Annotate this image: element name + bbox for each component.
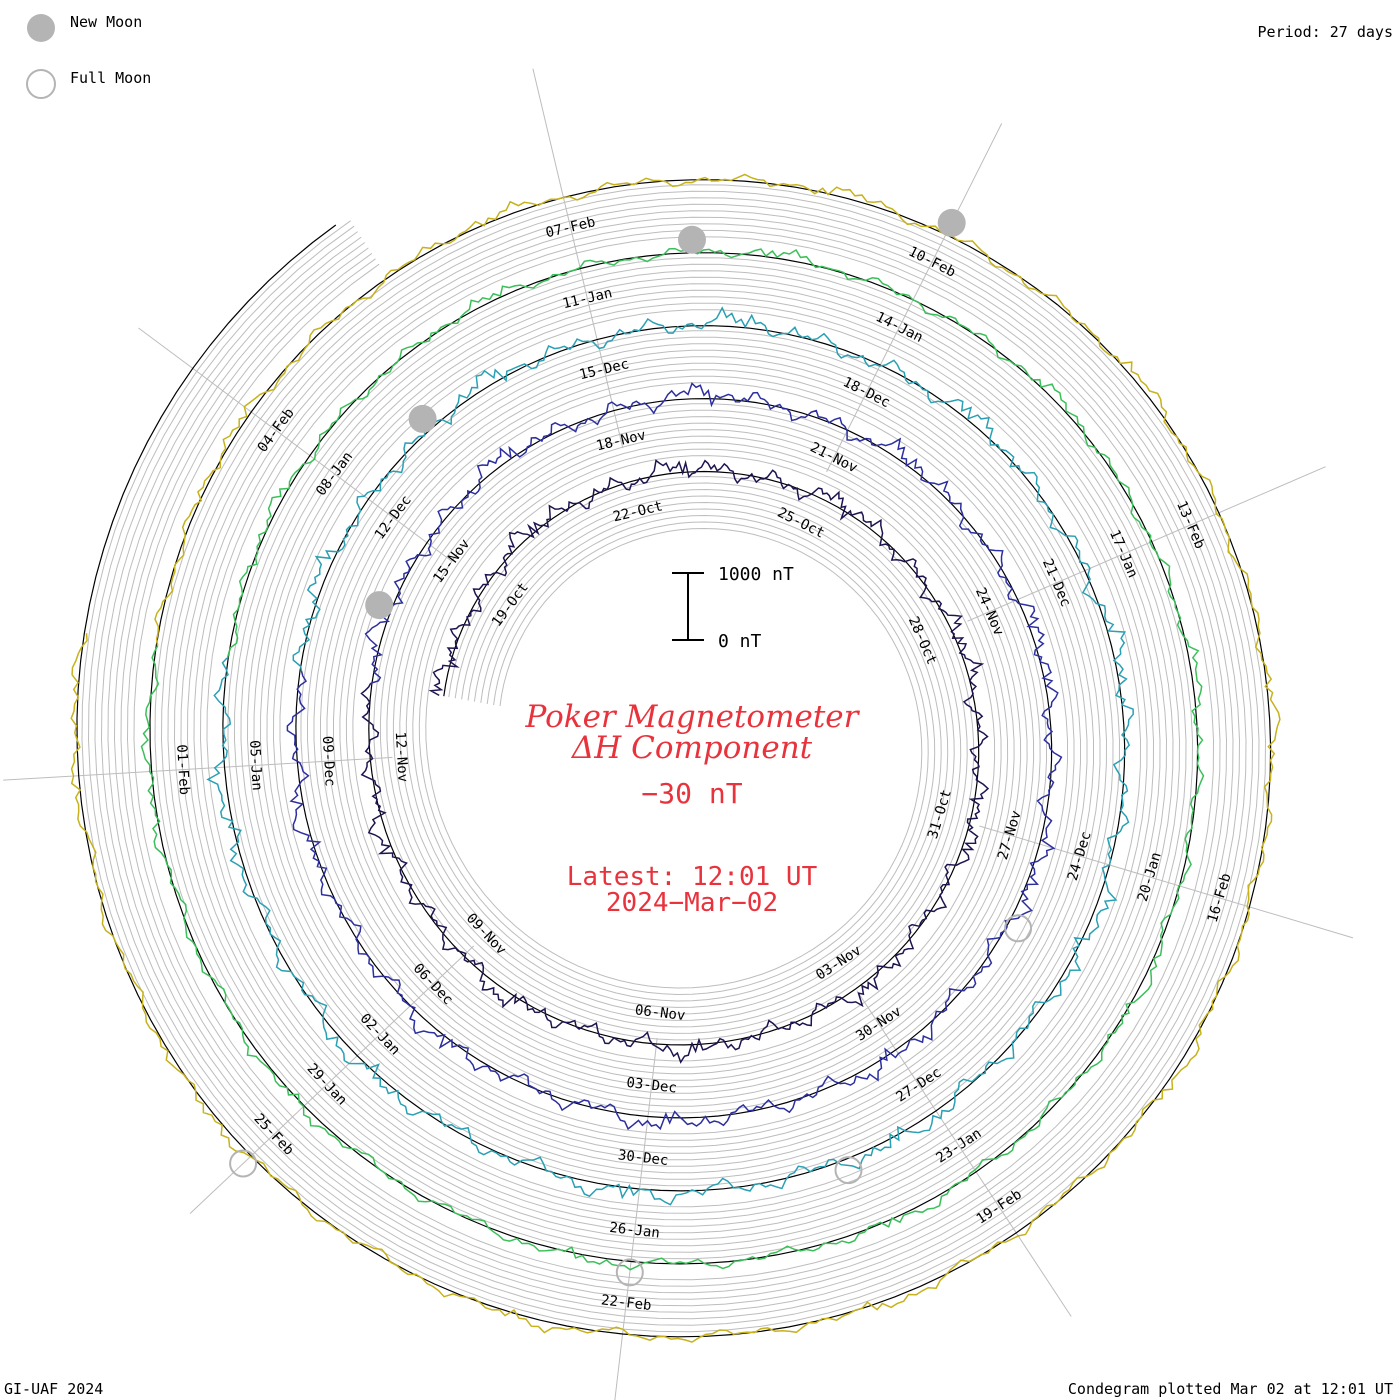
grid-ring — [87, 190, 1260, 1326]
day-spokes — [3, 68, 1354, 1400]
date-tick-label: 03-Dec — [626, 1075, 678, 1097]
date-tick-label: 30-Dec — [617, 1147, 669, 1169]
day-spoke — [856, 990, 1072, 1317]
series-line-cycle-1 — [360, 459, 990, 1064]
date-tick-label: 09-Dec — [319, 735, 338, 786]
grid-rings — [81, 184, 1267, 1333]
date-tick-label: 23-Jan — [933, 1125, 984, 1166]
date-tick-label: 20-Jan — [1135, 850, 1165, 903]
series-line-cycle-2 — [286, 382, 1063, 1131]
legend: New Moon Full Moon — [26, 13, 151, 99]
new-moon-legend-label: New Moon — [70, 13, 142, 31]
new-moon-marker — [365, 591, 394, 620]
grid-ring — [133, 236, 1215, 1281]
footer-credit: GI-UAF 2024 — [4, 1380, 103, 1398]
date-tick-label: 05-Jan — [246, 740, 265, 791]
date-tick-label: 15-Dec — [578, 356, 631, 383]
date-tick-label: 03-Nov — [813, 942, 864, 983]
chart-title-line2: ΔH Component — [571, 730, 813, 766]
date-tick-label: 27-Nov — [995, 809, 1025, 862]
date-tick-label: 29-Jan — [304, 1061, 350, 1109]
day-spoke — [967, 466, 1326, 622]
day-spoke — [826, 123, 1003, 473]
new-moon-marker — [408, 404, 437, 433]
full-moon-marker — [1004, 914, 1033, 943]
latest-time: Latest: 12:01 UT — [567, 862, 818, 892]
full-moon-marker — [615, 1258, 644, 1287]
chart-title-line1: Poker Magnetometer — [525, 699, 861, 735]
series-line-cycle-4 — [140, 247, 1205, 1271]
latest-date: 2024−Mar−02 — [606, 888, 778, 918]
new-moon-marker — [678, 225, 706, 254]
date-tick-label: 26-Jan — [609, 1220, 661, 1242]
series-line-cycle-3 — [206, 306, 1134, 1206]
scale-bar: 1000 nT 0 nT — [672, 564, 794, 652]
grid-ring — [100, 203, 1247, 1313]
date-tick-label: 06-Dec — [410, 961, 456, 1009]
baseline-value: −30 nT — [641, 777, 742, 810]
grid-ring — [120, 223, 1228, 1294]
full-moon-legend-label: Full Moon — [70, 69, 151, 87]
scale-bar-top-label: 1000 nT — [718, 564, 794, 585]
full-moon-legend-icon — [26, 69, 56, 99]
date-tick-label: 31-Oct — [925, 788, 955, 841]
date-tick-label: 12-Nov — [392, 731, 411, 782]
date-tick-label: 19-Feb — [974, 1186, 1025, 1227]
moon-markers — [229, 208, 1033, 1287]
grid-ring — [94, 197, 1254, 1320]
full-moon-marker — [229, 1149, 258, 1178]
date-tick-label: 27-Dec — [893, 1064, 944, 1105]
date-tick-label: 25-Feb — [250, 1111, 296, 1159]
grid-ring — [81, 184, 1267, 1333]
date-tick-label: 30-Nov — [853, 1003, 904, 1044]
series-line-cycle-5 — [70, 173, 1281, 1343]
full-moon-marker — [834, 1156, 863, 1185]
footer-plot-time: Condegram plotted Mar 02 at 12:01 UT — [1068, 1380, 1393, 1398]
new-moon-marker — [937, 208, 966, 237]
period-label: Period: 27 days — [1258, 23, 1393, 41]
data-traces — [70, 173, 1281, 1343]
date-tick-label: 16-Feb — [1205, 871, 1235, 924]
date-tick-label: 24-Dec — [1065, 830, 1095, 883]
date-tick-label: 18-Nov — [595, 427, 648, 454]
grid-ring — [107, 210, 1241, 1307]
day-spoke — [979, 825, 1354, 939]
date-tick-label: 01-Feb — [173, 744, 192, 795]
day-spoke — [532, 68, 624, 449]
grid-ring — [113, 216, 1234, 1300]
date-tick-label: 22-Oct — [611, 498, 664, 525]
grid-ring — [126, 229, 1221, 1287]
scale-bar-bottom-label: 0 nT — [718, 631, 762, 652]
date-tick-label: 06-Nov — [634, 1002, 686, 1024]
date-tick-label: 09-Nov — [463, 910, 509, 958]
day-spoke — [614, 1037, 658, 1400]
new-moon-legend-icon — [27, 14, 55, 42]
day-spoke — [138, 327, 452, 562]
day-spoke — [3, 756, 393, 781]
day-spoke — [189, 945, 475, 1214]
date-tick-label: 02-Jan — [357, 1011, 403, 1059]
date-tick-label: 22-Feb — [600, 1292, 652, 1314]
